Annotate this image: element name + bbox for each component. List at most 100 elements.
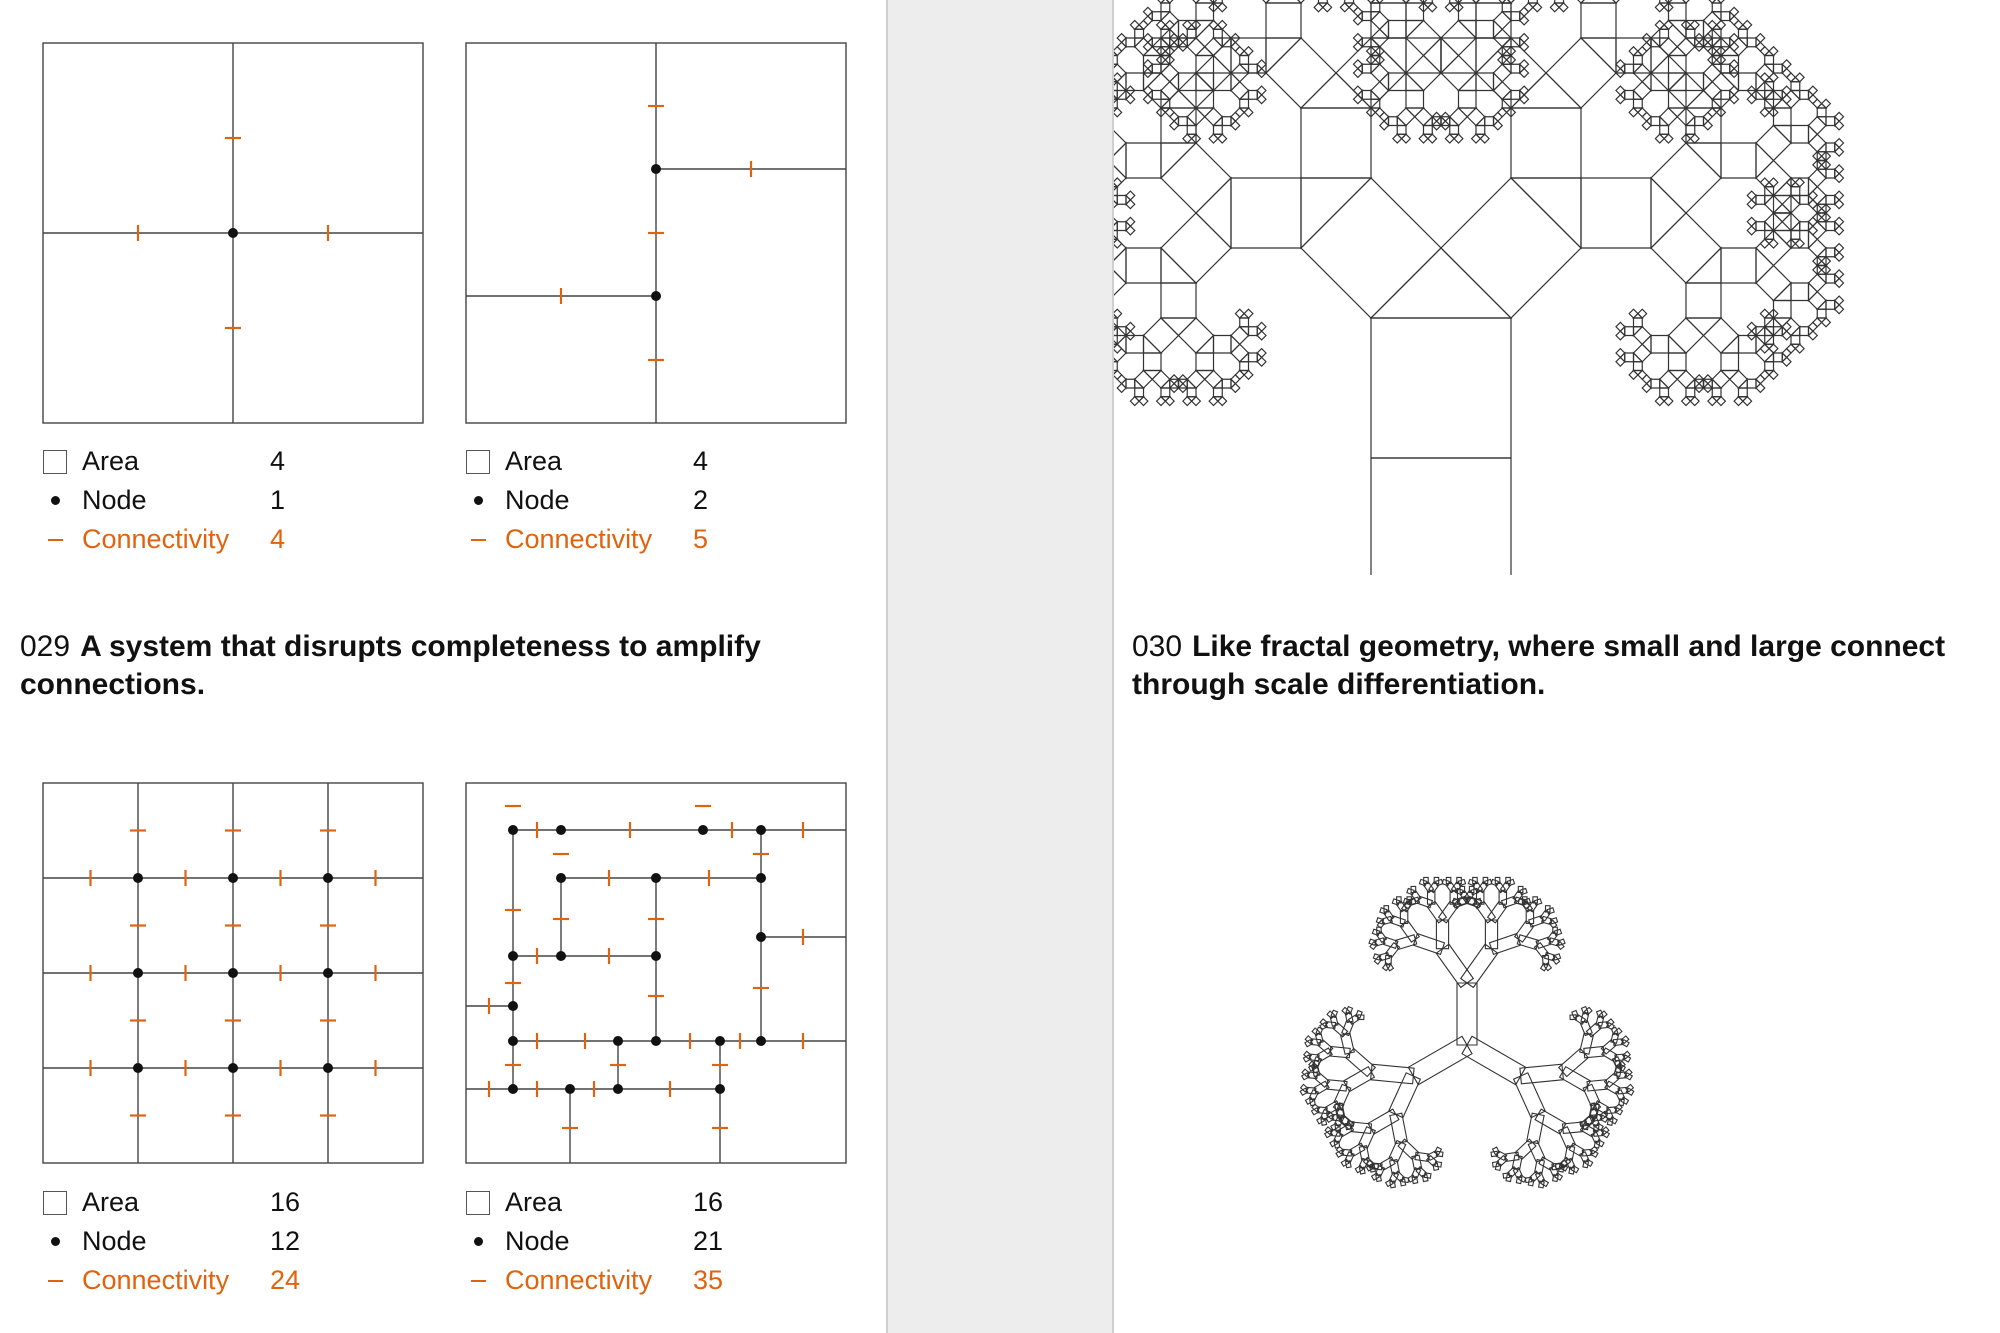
fractal-branch (1304, 1035, 1314, 1045)
legend-2: Area 4 Node 2 Connectivity 5 (465, 442, 795, 559)
node-dot (756, 932, 766, 942)
fractal-square (1685, 387, 1696, 398)
fractal-branch (1455, 887, 1464, 896)
fractal-branch (1592, 1102, 1602, 1112)
fractal-square (1518, 6, 1530, 17)
fractal-square (1768, 369, 1779, 381)
fractal-square (1663, 133, 1674, 144)
node-dot (228, 968, 238, 978)
area-label: Area (82, 1187, 140, 1217)
fractal-triangle (1684, 317, 1723, 337)
fractal-square (1807, 290, 1827, 311)
fractal-square (1186, 369, 1206, 389)
fractal-branch (1623, 1072, 1634, 1081)
fractal-square (1114, 229, 1118, 240)
fractal-branch (1451, 897, 1461, 906)
fractal-square (1352, 67, 1364, 79)
fractal-branch (1599, 1114, 1609, 1124)
fractal-triangle (1667, 334, 1688, 354)
fractal-branch (1302, 1054, 1312, 1063)
fractal-branch (1385, 962, 1395, 972)
fractal-branch (1340, 1158, 1350, 1168)
fractal-square (1628, 45, 1639, 57)
fractal-square (1186, 28, 1197, 39)
fractal-branch (1320, 1117, 1328, 1126)
fractal-triangle (1789, 220, 1801, 232)
fractal-branch (1456, 876, 1462, 885)
fractal-branch (1621, 1050, 1631, 1060)
fractal-square (1230, 111, 1241, 122)
caption-029: 029 A system that disrupts completeness t… (20, 628, 870, 704)
connectivity-value: 24 (270, 1265, 301, 1295)
fractal-square (1532, 2, 1543, 13)
fractal-square (1475, 19, 1495, 39)
fractal-triangle (1815, 246, 1827, 258)
fractal-square (1663, 19, 1674, 31)
fractal-branch (1625, 1087, 1635, 1096)
fractal-square (1510, 107, 1582, 179)
fractal-square (1799, 221, 1810, 232)
fractal-square (1759, 238, 1770, 249)
fractal-square (1453, 133, 1464, 144)
fractal-branch (1605, 1018, 1615, 1028)
fractal-square (1212, 334, 1232, 354)
fractal-square (1807, 115, 1827, 136)
fractal-square (1114, 270, 1127, 296)
fractal-triangle (1684, 377, 1696, 389)
fractal-square (1715, 19, 1727, 31)
fractal-square (1116, 41, 1127, 52)
fractal-triangle (1440, 36, 1460, 75)
fractal-square (1833, 190, 1845, 201)
fractal-square (1247, 63, 1258, 74)
fractal-branch (1623, 1068, 1633, 1078)
fractal-square (1676, 369, 1696, 389)
fractal-square (1833, 216, 1845, 227)
fractal-square (1265, 37, 1337, 109)
fractal-square (1728, 67, 1740, 79)
fractal-branch (1595, 1009, 1604, 1019)
fractal-square (1615, 59, 1626, 70)
fractal-square (1728, 85, 1740, 96)
fractal-square (1116, 374, 1127, 385)
fractal-square (1164, 107, 1175, 118)
fractal-square (1155, 54, 1167, 66)
fractal-square (1833, 242, 1845, 254)
fractal-branch (1519, 887, 1528, 896)
fractal-square (1114, 98, 1118, 109)
fractal-square (1418, 133, 1429, 144)
fractal-triangle (1405, 19, 1425, 40)
fractal-square (1632, 317, 1643, 328)
fractal-branch (1506, 878, 1516, 887)
fractal-branch (1618, 1098, 1625, 1107)
fractal-triangle (1194, 45, 1215, 57)
fractal-square (1755, 41, 1766, 52)
fractal-triangle (1755, 334, 1766, 355)
fractal-square (1812, 317, 1823, 328)
fractal-square (1239, 98, 1250, 109)
fractal-square (1142, 15, 1154, 26)
fractal-square (1114, 130, 1127, 156)
fractal-square (1142, 352, 1162, 372)
fractal-square (1208, 19, 1219, 31)
fractal-square (1720, 142, 1757, 179)
fractal-branch (1312, 1064, 1320, 1074)
fractal-square (1658, 107, 1679, 127)
fractal-square (1790, 282, 1810, 302)
fractal-square (1820, 317, 1832, 328)
fractal-square (1378, 120, 1390, 131)
fractal-square (1234, 369, 1245, 381)
fractal-square (1746, 37, 1757, 48)
fractal-square (1361, 63, 1372, 74)
fractal-square (1501, 2, 1512, 13)
fractal-branch (1595, 1138, 1605, 1148)
fractal-square (1580, 2, 1617, 39)
fractal-branch (1304, 1038, 1314, 1048)
fractal-branch (1613, 1103, 1623, 1113)
fractal-branch (1335, 1149, 1345, 1158)
fractal-square (1114, 165, 1127, 191)
fractal-square (1781, 321, 1792, 332)
fractal-square (1457, 89, 1477, 109)
fractal-triangle (1116, 334, 1127, 355)
fractal-square (1799, 326, 1810, 337)
fractal-branch (1452, 900, 1462, 910)
